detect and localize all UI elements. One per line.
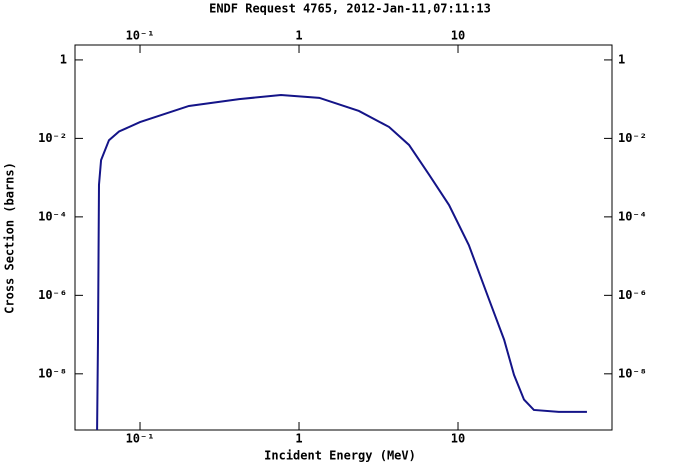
y-tick-label-right: 10⁻⁶	[618, 288, 647, 302]
y-tick-label: 10⁻⁶	[38, 288, 67, 302]
y-tick-label-right: 10⁻²	[618, 131, 647, 145]
y-tick-label: 10⁻²	[38, 131, 67, 145]
x-tick-label: 1	[295, 432, 302, 446]
y-tick-label-right: 1	[618, 52, 625, 66]
y-tick-label: 10⁻⁸	[38, 366, 67, 380]
x-tick-label: 10	[451, 432, 465, 446]
y-tick-label-right: 10⁻⁴	[618, 209, 647, 223]
plot-frame	[74, 44, 613, 431]
x-tick-label-top: 10	[451, 29, 465, 43]
y-tick-label: 1	[60, 52, 67, 66]
x-axis-label: Incident Energy (MeV)	[264, 449, 416, 463]
x-tick-label-top: 1	[295, 29, 302, 43]
y-tick-label-right: 10⁻⁸	[618, 366, 647, 380]
x-tick-label-top: 10⁻¹	[126, 29, 155, 43]
y-axis-label: Cross Section (barns)	[3, 162, 17, 314]
chart-title: ENDF Request 4765, 2012-Jan-11,07:11:13	[209, 2, 491, 16]
data-line	[96, 93, 587, 430]
x-tick-label: 10⁻¹	[126, 432, 155, 446]
y-tick-label: 10⁻⁴	[38, 209, 67, 223]
